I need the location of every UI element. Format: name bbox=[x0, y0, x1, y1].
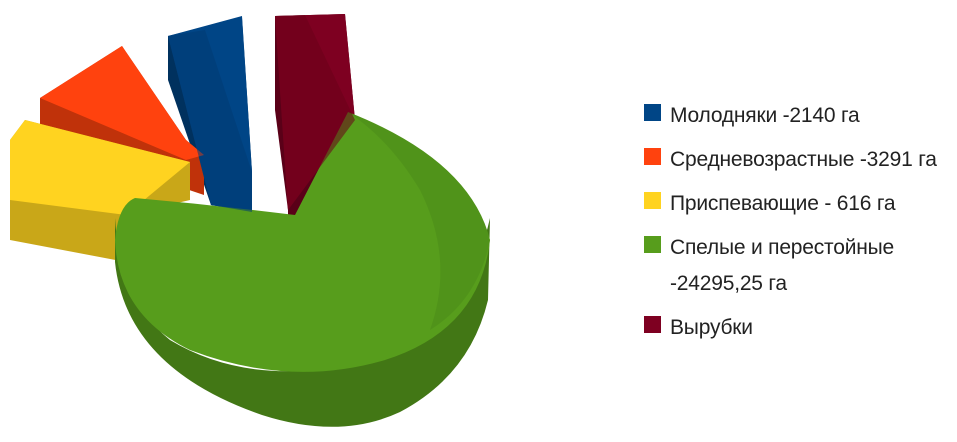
slice-spelye bbox=[115, 112, 490, 372]
legend-item: Приспевающие - 616 га bbox=[644, 186, 954, 222]
legend-label: Приспевающие - 616 га bbox=[670, 192, 896, 215]
legend-item: Спелые и перестойные -24295,25 га bbox=[644, 230, 954, 302]
legend-item: Молодняки -2140 га bbox=[644, 98, 954, 134]
legend-label: Вырубки bbox=[670, 316, 753, 339]
legend-item: Средневозрастные -3291 га bbox=[644, 142, 954, 178]
slice-side-spelye bbox=[115, 218, 490, 427]
legend: Молодняки -2140 га Средневозрастные -3291… bbox=[644, 98, 954, 354]
slice-srednevozrastnye bbox=[40, 46, 204, 160]
legend-swatch bbox=[644, 236, 661, 253]
legend-label: Средневозрастные -3291 га bbox=[670, 148, 937, 171]
slice-spelye-shade bbox=[348, 112, 490, 330]
legend-swatch bbox=[644, 316, 661, 333]
legend-swatch bbox=[644, 104, 661, 121]
legend-label: Молодняки -2140 га bbox=[670, 104, 860, 127]
slice-molodnyaki-shade bbox=[168, 30, 252, 212]
legend-swatch bbox=[644, 192, 661, 209]
slice-prispevayushchie bbox=[10, 120, 190, 215]
legend-swatch bbox=[644, 148, 661, 165]
legend-item: Вырубки bbox=[644, 310, 954, 346]
slice-vyrubki-shade bbox=[275, 15, 355, 210]
legend-label: Спелые и перестойные -24295,25 га bbox=[670, 236, 895, 295]
